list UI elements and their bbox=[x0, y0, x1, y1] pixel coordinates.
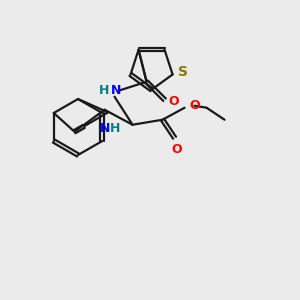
Text: N: N bbox=[100, 122, 110, 135]
Text: H: H bbox=[110, 122, 120, 135]
Text: S: S bbox=[178, 65, 188, 80]
Text: O: O bbox=[171, 143, 182, 156]
Text: O: O bbox=[169, 95, 179, 108]
Text: H: H bbox=[99, 84, 110, 97]
Text: N: N bbox=[111, 84, 122, 97]
Text: O: O bbox=[190, 99, 200, 112]
